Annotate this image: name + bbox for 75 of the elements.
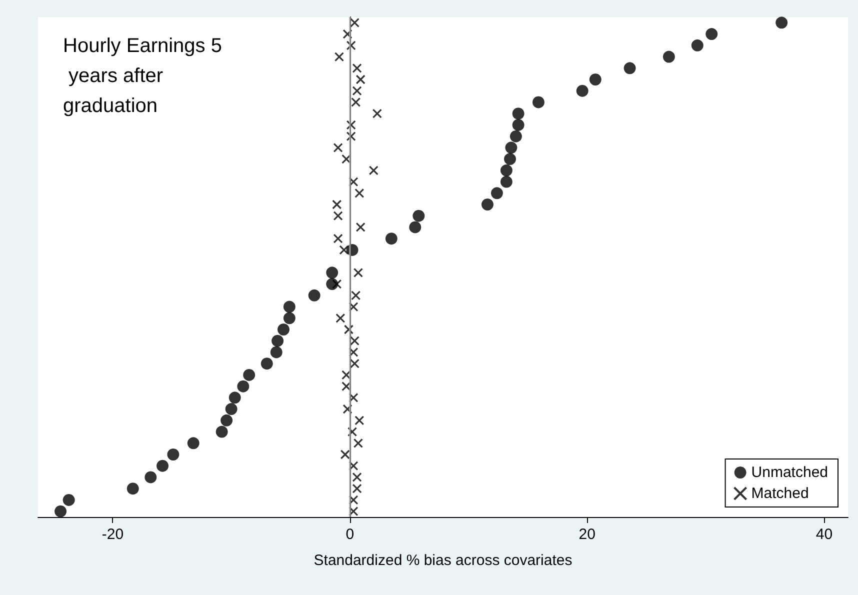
point	[706, 28, 718, 40]
point	[368, 166, 378, 176]
x-tick-label: 40	[816, 526, 833, 543]
point	[260, 358, 273, 370]
point	[776, 16, 788, 29]
point	[237, 380, 250, 392]
point	[334, 52, 344, 62]
point	[342, 404, 352, 414]
text: Hourly Earnings 5 years after graduation	[63, 35, 222, 117]
point	[354, 416, 364, 426]
point	[336, 313, 346, 323]
point	[340, 450, 350, 460]
point	[589, 74, 602, 86]
point	[126, 482, 139, 495]
point	[481, 198, 494, 210]
x-tick-label: 0	[346, 526, 354, 543]
x-tick-label: 20	[578, 526, 596, 543]
point	[505, 142, 518, 154]
point	[346, 40, 356, 50]
point	[167, 448, 180, 460]
point	[278, 324, 290, 336]
point	[512, 108, 524, 120]
point	[272, 334, 284, 347]
legend-label: Unmatched	[751, 464, 828, 481]
point	[216, 426, 228, 438]
point	[348, 392, 358, 402]
point	[348, 461, 358, 471]
point	[333, 234, 343, 244]
point	[356, 74, 366, 84]
x-axis-title: Standardized % bias across covariates	[314, 552, 572, 569]
point	[326, 266, 338, 279]
point	[62, 494, 75, 506]
point	[353, 438, 364, 448]
point	[333, 142, 343, 152]
point	[385, 232, 398, 245]
point	[356, 222, 366, 232]
point	[352, 63, 362, 73]
point	[691, 39, 704, 52]
point	[490, 187, 503, 200]
point	[243, 368, 256, 381]
point	[353, 268, 364, 278]
point	[351, 290, 361, 300]
point	[576, 84, 588, 97]
point	[54, 505, 67, 518]
point	[344, 324, 354, 334]
point	[187, 437, 200, 450]
point	[500, 176, 512, 188]
point	[270, 346, 282, 358]
point	[500, 164, 512, 176]
point	[220, 414, 233, 426]
point	[283, 312, 296, 324]
point	[624, 62, 636, 74]
point	[504, 153, 516, 166]
point	[347, 426, 358, 437]
point	[339, 245, 349, 255]
point	[354, 188, 364, 198]
point	[348, 176, 358, 187]
legend-label: Matched	[751, 485, 809, 502]
point	[372, 108, 382, 118]
point	[225, 403, 238, 416]
point	[662, 50, 675, 63]
point	[342, 29, 352, 39]
point	[156, 460, 169, 472]
point	[532, 96, 544, 108]
point	[283, 300, 296, 313]
point	[228, 392, 241, 404]
point	[409, 221, 422, 234]
point	[512, 118, 524, 131]
point	[332, 279, 342, 289]
point	[348, 302, 358, 312]
point	[510, 130, 522, 142]
point	[412, 210, 425, 222]
point	[144, 471, 157, 484]
x-tick-label: -20	[102, 526, 124, 543]
point	[308, 289, 320, 302]
